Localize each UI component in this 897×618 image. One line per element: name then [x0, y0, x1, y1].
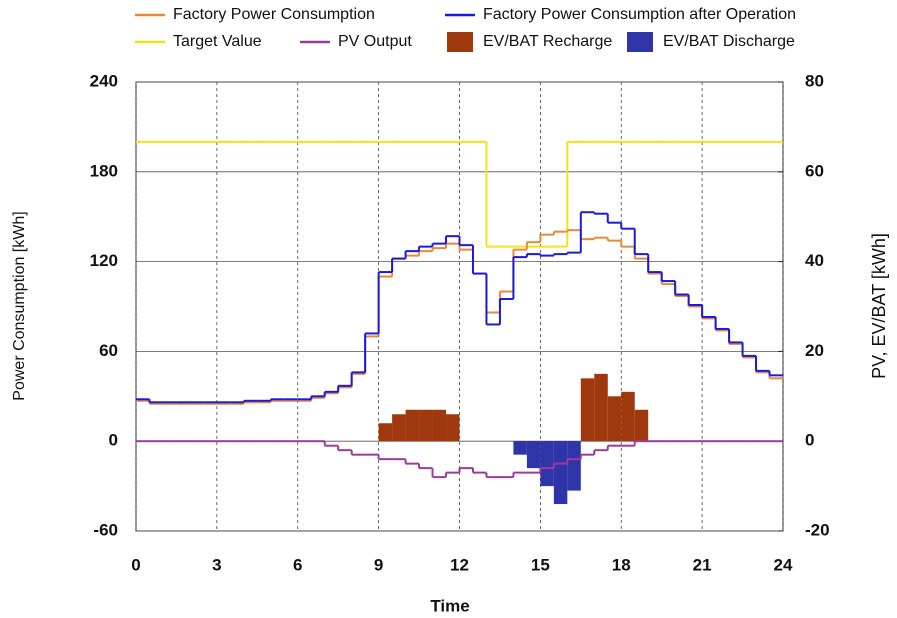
y2-tick-label: -20 [805, 520, 830, 539]
legend-label: Target Value [173, 33, 262, 50]
y-tick-label: 120 [90, 251, 118, 270]
legend-swatch [627, 32, 653, 52]
legend-label: Factory Power Consumption [173, 6, 375, 23]
bar [513, 441, 527, 455]
bar [553, 441, 568, 505]
y-tick-label: -60 [93, 520, 118, 539]
bar [607, 396, 622, 442]
y2-tick-label: 40 [805, 251, 824, 270]
bar [432, 409, 447, 442]
y-tick-label: 240 [90, 71, 118, 90]
series [136, 211, 783, 404]
y-tick-label: 180 [90, 161, 118, 180]
series [136, 140, 783, 248]
y2-tick-label: 20 [805, 341, 824, 360]
x-tick-label: 0 [131, 555, 140, 574]
bar [405, 409, 420, 442]
bar [540, 441, 554, 487]
y2-tick-label: 80 [805, 71, 824, 90]
bar [392, 414, 406, 442]
y2-tick-label: 0 [805, 431, 814, 450]
legend-swatch [447, 32, 473, 52]
legend-label: Factory Power Consumption after Operatio… [483, 6, 796, 23]
bar [594, 373, 608, 442]
bar [526, 441, 541, 469]
legend-label: PV Output [338, 33, 412, 50]
bar [378, 423, 393, 442]
bar [621, 391, 635, 442]
bar [567, 441, 581, 491]
bar [634, 409, 649, 442]
y2-tick-label: 60 [805, 161, 824, 180]
legend-label: EV/BAT Recharge [483, 33, 612, 50]
y2-axis-label: PV, EV/BAT [kWh] [869, 233, 889, 379]
x-tick-label: 18 [612, 555, 631, 574]
x-tick-label: 15 [531, 555, 550, 574]
series [513, 441, 581, 505]
legend-label: EV/BAT Discharge [663, 33, 795, 50]
bar [580, 378, 595, 442]
x-tick-label: 21 [693, 555, 712, 574]
y-tick-label: 0 [109, 431, 118, 450]
x-axis-label: Time [430, 596, 469, 615]
bar [446, 414, 460, 442]
series [136, 440, 783, 479]
x-tick-label: 3 [212, 555, 221, 574]
series [378, 373, 649, 442]
y-tick-label: 60 [99, 341, 118, 360]
x-tick-label: 12 [450, 555, 469, 574]
bar [419, 409, 433, 442]
x-tick-label: 9 [374, 555, 383, 574]
y-axis-label: Power Consumption [kWh] [11, 211, 28, 400]
x-tick-label: 24 [774, 555, 793, 574]
x-tick-label: 6 [293, 555, 302, 574]
